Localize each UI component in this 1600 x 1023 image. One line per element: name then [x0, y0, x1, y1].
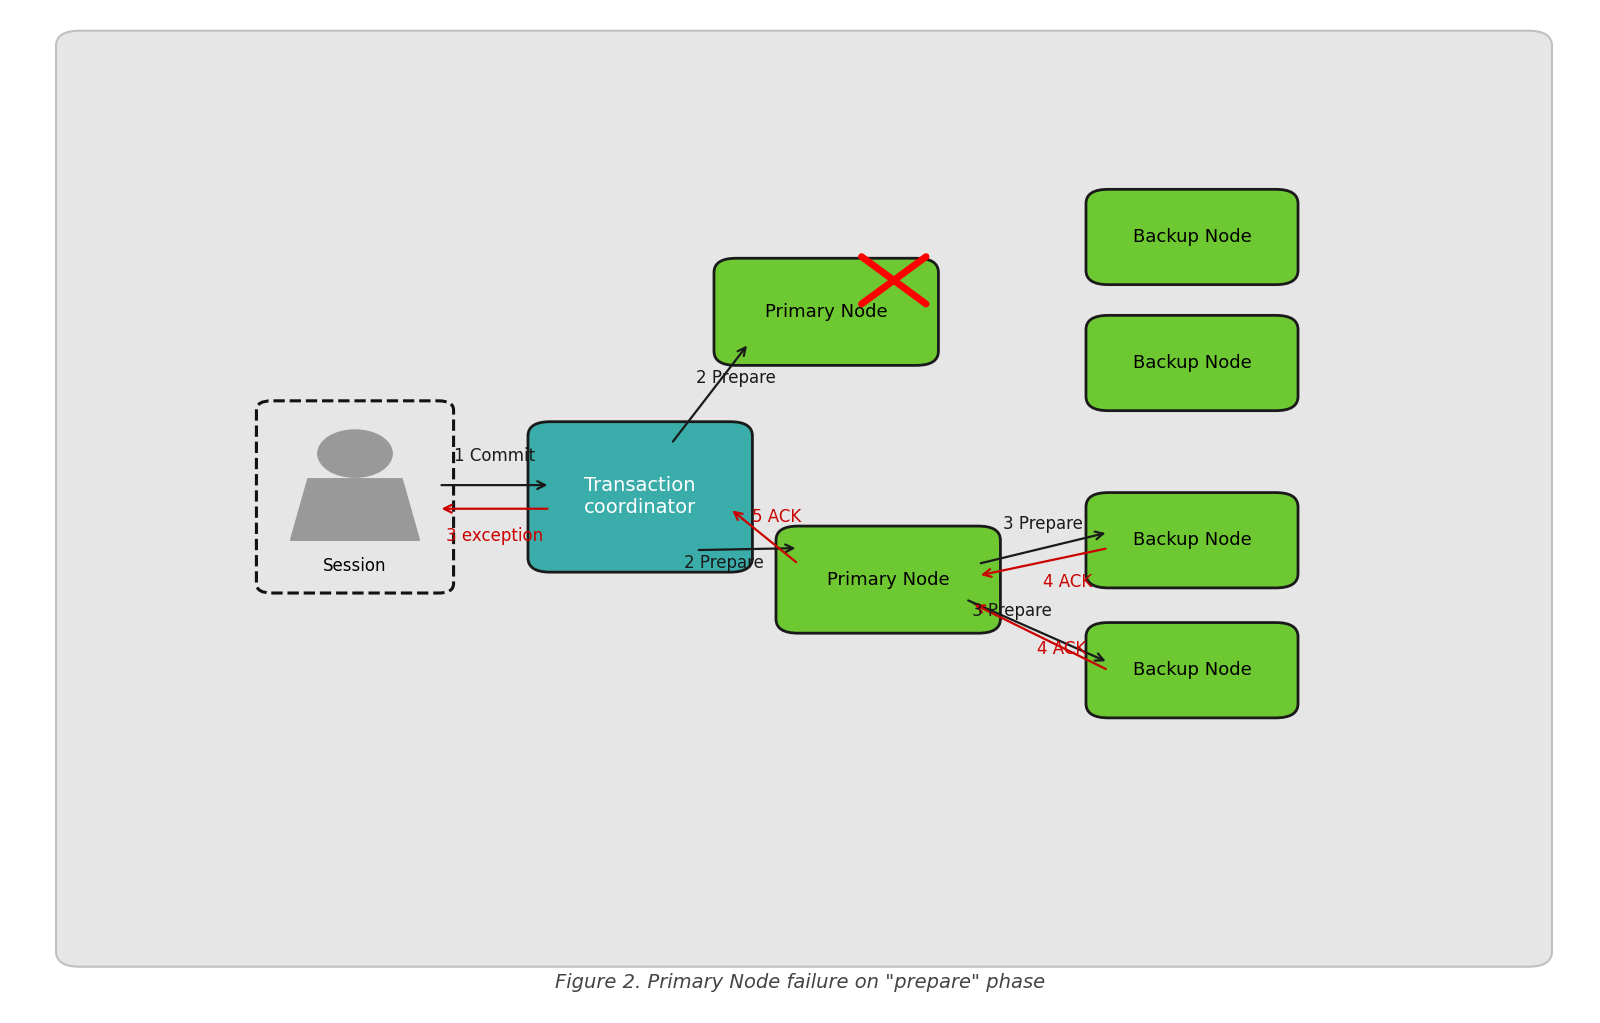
- Text: 3 Prepare: 3 Prepare: [1003, 516, 1083, 533]
- Text: 1 Commit: 1 Commit: [454, 447, 534, 465]
- Text: 2 Prepare: 2 Prepare: [683, 554, 763, 572]
- Text: Backup Node: Backup Node: [1133, 531, 1251, 549]
- Polygon shape: [291, 479, 419, 540]
- FancyBboxPatch shape: [714, 258, 939, 365]
- FancyBboxPatch shape: [1086, 189, 1298, 284]
- Text: 4 ACK: 4 ACK: [1043, 573, 1093, 590]
- Text: Transaction
coordinator: Transaction coordinator: [584, 477, 696, 518]
- Text: 2 Prepare: 2 Prepare: [696, 368, 776, 387]
- Text: Backup Node: Backup Node: [1133, 354, 1251, 372]
- Text: Figure 2. Primary Node failure on "prepare" phase: Figure 2. Primary Node failure on "prepa…: [555, 973, 1045, 992]
- FancyBboxPatch shape: [528, 421, 752, 572]
- Text: Session: Session: [323, 558, 387, 575]
- FancyBboxPatch shape: [1086, 315, 1298, 410]
- Text: 4 ACK: 4 ACK: [1037, 639, 1086, 658]
- FancyBboxPatch shape: [1086, 623, 1298, 718]
- Circle shape: [318, 430, 392, 477]
- Text: 3 Prepare: 3 Prepare: [973, 603, 1053, 620]
- Text: 5 ACK: 5 ACK: [752, 507, 802, 526]
- FancyBboxPatch shape: [1086, 493, 1298, 588]
- Text: Backup Node: Backup Node: [1133, 228, 1251, 246]
- Text: 3 exception: 3 exception: [446, 527, 542, 545]
- FancyBboxPatch shape: [776, 526, 1000, 633]
- Text: Backup Node: Backup Node: [1133, 661, 1251, 679]
- Text: Primary Node: Primary Node: [765, 303, 888, 321]
- Text: Primary Node: Primary Node: [827, 571, 949, 588]
